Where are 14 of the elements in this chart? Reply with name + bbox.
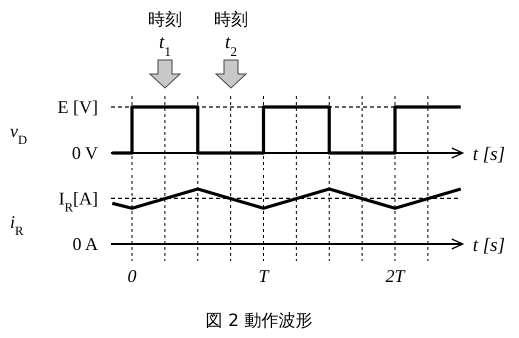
x-tick-label: 2T (385, 266, 406, 286)
x-axis-title: t [s] (472, 144, 505, 165)
x-tick-label: T (258, 266, 270, 286)
ref-line-label: E [V] (58, 97, 98, 117)
caption: 図 2 動作波形 (206, 311, 312, 331)
y-axis-title: v$_{D}$ (10, 121, 28, 147)
text: 0 A (72, 234, 98, 254)
x-axis-title: t [s] (472, 235, 505, 256)
ref-line-label: I$_{R}$[A] (58, 188, 98, 214)
text: 0 V (72, 143, 98, 163)
text: 時刻 t$_{1}$ (148, 10, 182, 58)
y-axis-title: i$_{R}$ (10, 212, 24, 238)
text: 時刻 t$_{2}$ (214, 10, 248, 58)
x-tick-label: 0 (128, 266, 136, 286)
